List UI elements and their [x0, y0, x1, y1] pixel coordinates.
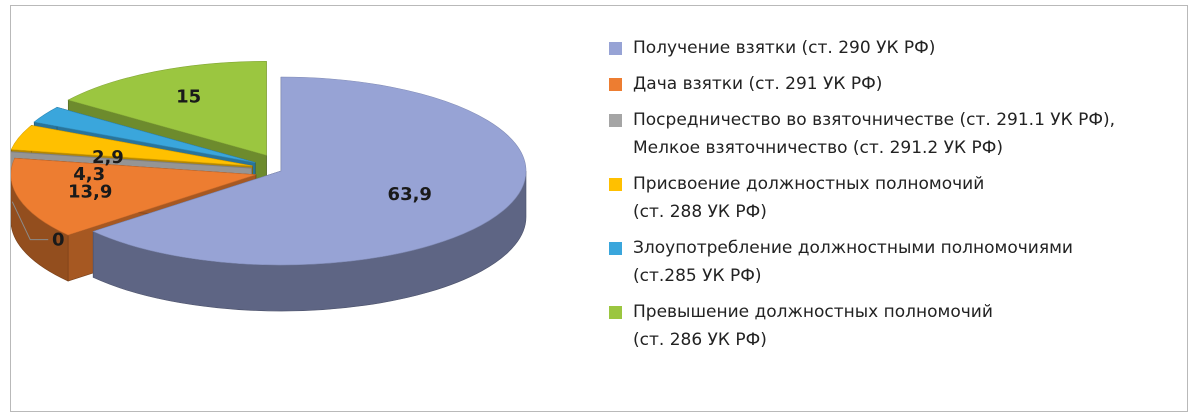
legend-item-appropriation: Присвоение должностных полномочий (ст. 28…	[607, 170, 1187, 226]
legend-label-abuse-line-0: Злоупотребление должностными полномочиям…	[633, 238, 1073, 258]
legend-label-mediation-line-0: Посредничество во взяточничестве (ст. 29…	[633, 110, 1116, 130]
legend-label-appropriation-line-1: (ст. 288 УК РФ)	[633, 202, 767, 222]
legend-label-bribe-giving-line-0: Дача взятки (ст. 291 УК РФ)	[633, 74, 883, 94]
data-label-appropriation: 4,3	[73, 164, 105, 185]
legend-label-excess-line-0: Превышение должностных полномочий	[633, 302, 993, 322]
legend-item-excess: Превышение должностных полномочий (ст. 28…	[607, 298, 1187, 354]
pie-slice-bribe-taking-top	[92, 76, 527, 266]
legend-swatch-excess	[609, 306, 622, 319]
legend-label-mediation-line-1: Мелкое взяточничество (ст. 291.2 УК РФ)	[633, 138, 1004, 158]
pie-slice-excess-top	[67, 61, 267, 156]
pie-slice-appropriation-top	[11, 125, 253, 167]
pie-chart: 63,9 13,9 0 4,32,9 15	[11, 61, 527, 312]
pie-slice-bribe-taking	[92, 76, 527, 312]
legend-swatch-bribe-giving	[609, 78, 622, 91]
data-label-abuse: 2,9	[92, 147, 124, 168]
legend-swatch-appropriation	[609, 178, 622, 191]
legend-item-abuse: Злоупотребление должностными полномочиям…	[607, 234, 1187, 290]
legend-item-bribe-giving: Дача взятки (ст. 291 УК РФ)	[607, 70, 1187, 98]
legend-item-mediation: Посредничество во взяточничестве (ст. 29…	[607, 106, 1187, 162]
pie-slice-bribe-giving-top	[11, 157, 256, 236]
legend-swatch-abuse	[609, 242, 622, 255]
data-label-bribe-taking: 63,9	[388, 184, 432, 205]
pie-slice-abuse-top	[33, 106, 256, 163]
legend-item-bribe-taking: Получение взятки (ст. 290 УК РФ)	[607, 34, 1187, 62]
data-label-mediation: 0	[52, 230, 65, 251]
legend-label-appropriation-line-0: Присвоение должностных полномочий	[633, 174, 985, 194]
legend-swatch-bribe-taking	[609, 42, 622, 55]
legend-swatch-mediation	[609, 114, 622, 127]
data-label-excess: 15	[176, 87, 201, 108]
data-label-leader-mediation	[11, 201, 49, 241]
chart-frame: 63,9 13,9 0 4,3 2,9 15 Получение взятки (ст. …	[10, 5, 1188, 412]
legend-label-bribe-taking-line-0: Получение взятки (ст. 290 УК РФ)	[633, 38, 936, 58]
legend-label-excess-line-1: (ст. 286 УК РФ)	[633, 330, 767, 350]
legend-label-abuse-line-1: (ст.285 УК РФ)	[633, 266, 762, 286]
data-label-bribe-giving: 13,9	[68, 182, 112, 203]
chart-legend: Получение взятки (ст. 290 УК РФ) Дача взя…	[607, 34, 1187, 362]
